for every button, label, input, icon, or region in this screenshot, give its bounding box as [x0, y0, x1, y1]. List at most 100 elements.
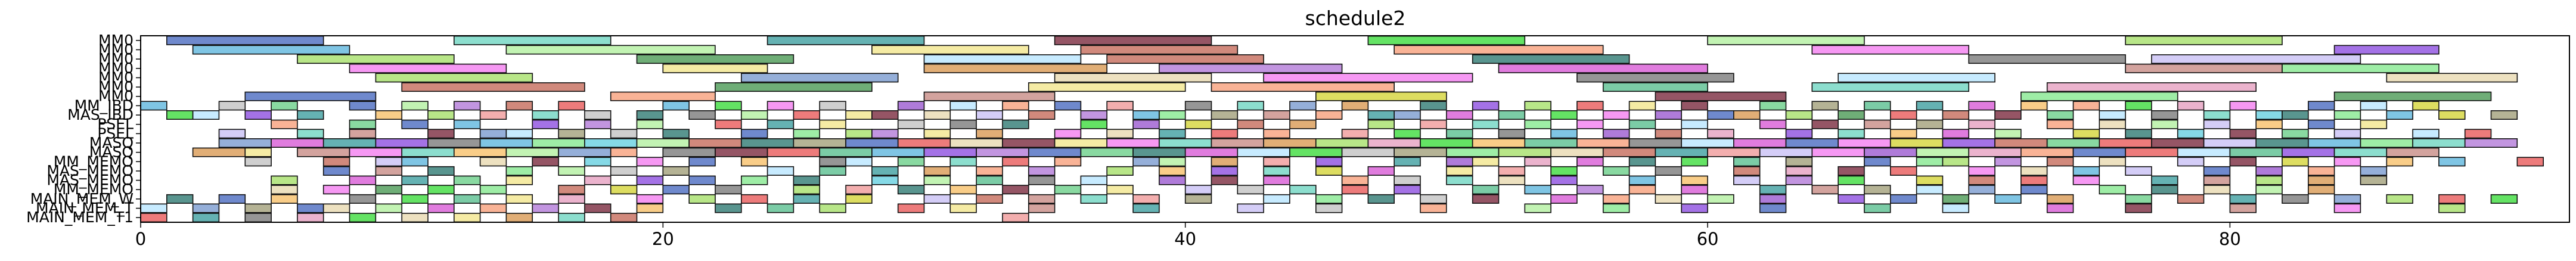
- schedule-bar: [1393, 175, 1421, 185]
- schedule-bar: [2203, 138, 2257, 148]
- schedule-bar: [505, 166, 533, 176]
- schedule-bar: [1420, 101, 1447, 111]
- schedule-bar: [297, 129, 324, 139]
- schedule-bar: [793, 110, 821, 120]
- schedule-bar: [1002, 157, 1029, 167]
- schedule-bar: [1263, 73, 1473, 83]
- schedule-bar: [897, 138, 951, 148]
- schedule-bar: [2282, 63, 2440, 73]
- schedule-bar: [1942, 194, 1969, 204]
- schedule-bar: [1785, 138, 1839, 148]
- schedule-bar: [2229, 129, 2257, 139]
- schedule-bar: [505, 194, 533, 204]
- schedule-bar: [1785, 166, 1813, 176]
- schedule-bar: [2125, 35, 2283, 45]
- schedule-bar: [192, 213, 220, 223]
- schedule-bar: [349, 194, 377, 204]
- schedule-bar: [1733, 138, 1787, 148]
- schedule-bar: [976, 166, 1003, 176]
- schedule-bar: [375, 166, 403, 176]
- schedule-bar: [1498, 175, 1526, 185]
- schedule-bar: [532, 110, 559, 120]
- schedule-bar: [2490, 110, 2518, 120]
- schedule-bar: [192, 45, 350, 55]
- schedule-bar: [1890, 129, 1917, 139]
- schedule-bar: [1106, 54, 1264, 64]
- schedule-bar: [192, 203, 220, 213]
- schedule-bar: [271, 185, 298, 195]
- schedule-bar: [2203, 175, 2231, 185]
- schedule-bar: [2255, 119, 2283, 129]
- schedule-bar: [1498, 110, 1526, 120]
- y-tick-label: MM0: [98, 88, 134, 105]
- schedule-bar: [897, 157, 925, 167]
- schedule-bar: [897, 119, 925, 129]
- schedule-bar: [218, 138, 272, 148]
- schedule-bar: [505, 213, 533, 223]
- schedule-bar: [1759, 101, 1787, 111]
- schedule-bar: [1968, 101, 1995, 111]
- schedule-bar: [2282, 129, 2309, 139]
- schedule-bar: [218, 129, 246, 139]
- schedule-bar: [1576, 101, 1604, 111]
- schedule-bar: [2021, 91, 2178, 101]
- schedule-bar: [610, 185, 638, 195]
- schedule-bar: [1603, 129, 1630, 139]
- schedule-bar: [2360, 119, 2388, 129]
- schedule-bar: [2386, 194, 2413, 204]
- schedule-bar: [1890, 194, 1917, 204]
- schedule-bar: [297, 213, 324, 223]
- schedule-bar: [1603, 82, 1708, 92]
- schedule-bar: [2464, 129, 2492, 139]
- schedule-bar: [140, 101, 167, 111]
- schedule-bar: [1811, 82, 1970, 92]
- schedule-bar: [1576, 185, 1604, 195]
- schedule-bar: [166, 110, 194, 120]
- schedule-bar: [479, 138, 533, 148]
- y-tick-label: MM_IBD: [75, 97, 134, 114]
- schedule-bar: [1838, 194, 1865, 204]
- schedule-bar: [1890, 166, 1917, 176]
- schedule-bar: [1341, 147, 1395, 157]
- y-tick-label: MAS_IBD: [67, 106, 134, 123]
- schedule-bar: [688, 110, 716, 120]
- schedule-bar: [715, 185, 742, 195]
- schedule-bar: [1550, 166, 1578, 176]
- y-tick-label: MM0: [98, 78, 134, 95]
- schedule-bar: [949, 101, 977, 111]
- schedule-bar: [218, 101, 246, 111]
- schedule-bar: [1655, 110, 1682, 120]
- schedule-bar: [2151, 54, 2361, 64]
- schedule-bar: [1838, 166, 1865, 176]
- schedule-bar: [2046, 194, 2074, 204]
- schedule-bar: [1785, 110, 1813, 120]
- schedule-bar: [2151, 175, 2178, 185]
- schedule-bar: [1811, 101, 1839, 111]
- schedule-bar: [427, 129, 455, 139]
- y-tick-label: MM_MEMO: [54, 153, 134, 170]
- schedule-bar: [766, 203, 794, 213]
- schedule-bar: [610, 166, 638, 176]
- schedule-bar: [1472, 157, 1500, 167]
- schedule-bar: [1028, 166, 1056, 176]
- x-tick-label: 0: [135, 229, 146, 249]
- schedule-bar: [1211, 110, 1239, 120]
- schedule-bar: [1002, 138, 1056, 148]
- schedule-bar: [2438, 203, 2466, 213]
- schedule-bar: [453, 194, 481, 204]
- schedule-bar: [819, 147, 873, 157]
- schedule-bar: [322, 138, 377, 148]
- schedule-bar: [349, 147, 402, 157]
- schedule-bar: [2229, 203, 2257, 213]
- schedule-bar: [1628, 138, 1683, 148]
- schedule-bar: [1576, 138, 1630, 148]
- schedule-bar: [558, 101, 585, 111]
- schedule-bar: [1811, 45, 1970, 55]
- schedule-bar: [1237, 185, 1264, 195]
- schedule-bar: [1315, 91, 1447, 101]
- schedule-bar: [2046, 110, 2074, 120]
- schedule-bar: [1315, 138, 1369, 148]
- schedule-bar: [949, 185, 977, 195]
- schedule-bar: [1916, 119, 1944, 129]
- schedule-bar: [1446, 129, 1473, 139]
